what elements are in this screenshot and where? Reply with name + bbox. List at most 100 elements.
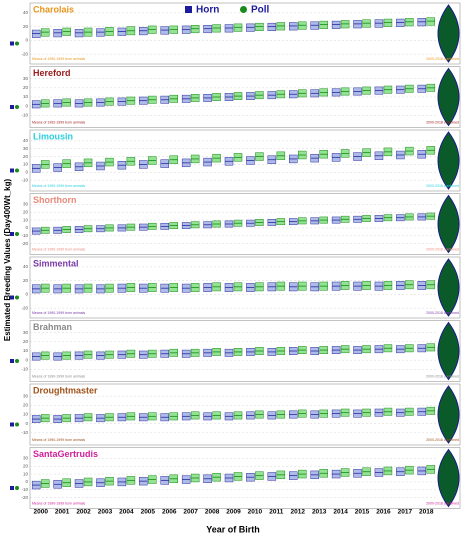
x-tick-label: 2007: [183, 509, 198, 516]
y-tick-label: 40: [23, 138, 29, 143]
x-tick-label: 2000: [33, 509, 48, 516]
panel-title: Limousin: [33, 131, 73, 141]
y-tick-label: 20: [23, 209, 29, 214]
x-tick-label: 2008: [205, 509, 220, 516]
violin: [437, 67, 460, 127]
mean-marker: [15, 41, 19, 46]
mean-marker: [10, 486, 14, 490]
x-tick-label: 2015: [355, 509, 370, 516]
y-tick-label: 30: [23, 393, 29, 398]
y-tick-label: 10: [23, 94, 29, 99]
y-tick-label: 10: [23, 348, 29, 353]
y-tick-label: 20: [23, 24, 29, 29]
violin: [437, 4, 460, 63]
mean-marker: [15, 168, 19, 173]
mean-marker: [10, 295, 14, 300]
y-tick-label: -20: [21, 495, 28, 500]
panel-note: Means of 1990-1999 born animals: [32, 311, 85, 315]
mean-marker: [10, 232, 14, 236]
x-tick-label: 2005: [141, 509, 156, 516]
panel-frame: [29, 256, 461, 319]
y-tick-label: 0: [25, 225, 28, 230]
y-tick-label: -20: [21, 305, 28, 310]
panel-note: Means of 1990-1999 born animals: [32, 184, 85, 188]
y-tick-label: 10: [23, 412, 29, 417]
y-tick-label: -10: [21, 367, 28, 372]
panel-title: SantaGertrudis: [33, 449, 98, 459]
y-tick-label: 40: [23, 10, 29, 15]
mean-marker: [10, 105, 14, 109]
y-tick-label: 10: [23, 471, 29, 476]
y-tick-label: -10: [21, 430, 28, 435]
x-tick-label: 2016: [376, 509, 391, 516]
y-tick-label: 20: [23, 403, 29, 408]
mean-marker: [15, 359, 19, 363]
x-tick-label: 2014: [333, 509, 348, 516]
legend-label: Horn: [196, 5, 219, 16]
x-tick-label: 2017: [398, 509, 413, 516]
mean-marker: [15, 422, 19, 427]
mean-marker: [10, 168, 14, 173]
mean-marker: [15, 105, 19, 109]
panel-title: Simmental: [33, 258, 79, 268]
y-tick-label: 30: [23, 76, 29, 81]
legend-marker: [240, 6, 247, 13]
panel-note: Means of 1990-1999 born animals: [32, 57, 85, 61]
x-tick-label: 2009: [226, 509, 241, 516]
violin: [437, 258, 460, 317]
y-tick-label: 30: [23, 330, 29, 335]
y-tick-label: -10: [21, 487, 28, 492]
panel-title: Shorthorn: [33, 195, 77, 205]
x-tick-label: 2011: [269, 509, 283, 516]
y-tick-label: 0: [25, 479, 28, 484]
y-tick-label: 30: [23, 146, 29, 151]
y-tick-label: -10: [21, 177, 28, 182]
x-tick-label: 2018: [419, 509, 434, 516]
panel-title: Brahman: [33, 322, 72, 332]
panel-note: Means of 1990-1999 born animals: [32, 247, 85, 251]
violin-label: 2000-2018 combined: [426, 501, 459, 505]
mean-marker: [10, 359, 14, 363]
violin-label: 2000-2018 combined: [426, 438, 459, 442]
violin: [437, 448, 460, 508]
violin-label: 2000-2018 combined: [426, 184, 459, 188]
y-tick-label: 10: [23, 162, 29, 167]
y-tick-label: 0: [25, 38, 28, 43]
panel-note: Means of 1992-1999 born animals: [32, 120, 85, 124]
violin-label: 2000-2018 combined: [426, 247, 459, 251]
y-tick-label: 30: [23, 202, 29, 207]
x-axis-label: Year of Birth: [206, 524, 260, 534]
panel-frame: [29, 193, 461, 255]
panel-note: Means of 1990-1999 born animals: [32, 501, 85, 505]
x-tick-label: 2002: [76, 509, 91, 516]
x-tick-label: 2001: [55, 509, 70, 516]
panel-title: Hereford: [33, 68, 71, 78]
y-tick-label: 0: [25, 103, 28, 108]
panel-frame: [29, 2, 461, 65]
y-tick-label: 20: [23, 463, 29, 468]
y-tick-label: 20: [23, 339, 29, 344]
y-tick-label: 10: [23, 217, 29, 222]
y-tick-label: -20: [21, 51, 28, 56]
y-tick-label: 0: [25, 357, 28, 362]
mean-marker: [15, 232, 19, 236]
mean-marker: [15, 295, 19, 300]
x-tick-label: 2003: [98, 509, 113, 516]
y-tick-label: 40: [23, 264, 29, 269]
violin-label: 2000-2018 combined: [426, 120, 459, 124]
y-tick-label: 20: [23, 154, 29, 159]
x-tick-label: 2006: [162, 509, 177, 516]
panel-title: Droughtmaster: [33, 385, 98, 395]
y-tick-label: 20: [23, 278, 29, 283]
violin-label: 2000-2018 combined: [426, 311, 459, 315]
panel-note: Means of 1990-1999 born animals: [32, 438, 85, 442]
y-tick-label: 30: [23, 456, 29, 461]
panel-note: Means of 1990-1999 born animals: [32, 374, 85, 378]
panel-title: Charolais: [33, 4, 74, 14]
y-tick-label: -10: [21, 113, 28, 118]
violin: [437, 194, 460, 254]
legend-label: Poll: [251, 5, 270, 16]
x-tick-label: 2004: [119, 509, 134, 516]
x-tick-label: 2010: [248, 509, 263, 516]
